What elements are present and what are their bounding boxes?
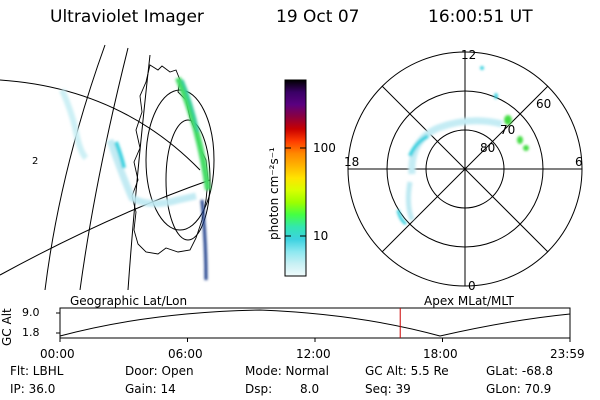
timeline-xtick-0600: 06:00 (168, 347, 203, 361)
info-glon: GLon: 70.9 (486, 382, 552, 396)
timeline-right-title: Apex MLat/MLT (424, 294, 514, 308)
date-label: 19 Oct 07 (276, 7, 360, 27)
instrument-title: Ultraviolet Imager (50, 7, 204, 27)
altitude-timeline (56, 307, 571, 342)
info-door: Door: Open (125, 364, 194, 378)
globe-grid (0, 44, 215, 290)
timeline-ytick-low: 1.8 (22, 326, 40, 339)
info-mode: Mode: Normal (245, 364, 329, 378)
timeline-xtick-1200: 12:00 (296, 347, 331, 361)
timeline-ytick-high: 9.0 (22, 306, 40, 319)
altitude-curve (59, 309, 571, 337)
mlat-label-60: 60 (536, 97, 551, 111)
colorbar-unit-label: photon cm⁻²s⁻¹ (267, 147, 281, 240)
time-label: 16:00:51 UT (428, 7, 533, 27)
info-dsp-value: 8.0 (300, 382, 320, 396)
info-ip: IP: 36.0 (10, 382, 56, 396)
globe-lat-label: 2 (32, 156, 38, 167)
colorbar (284, 79, 307, 277)
polar-mlat-mlt-plot: 12 18 6 0 60 70 80 (344, 48, 583, 293)
timeline-xtick-2359: 23:59 (550, 347, 585, 361)
aurora-emission (59, 76, 211, 281)
info-gc-alt: GC Alt: 5.5 Re (365, 364, 449, 378)
colorbar-tick-10: 10 (313, 229, 329, 243)
polar-aurora-oval (396, 66, 529, 226)
info-gain: Gain: 14 (125, 382, 176, 396)
geographic-globe-image: 2 (0, 44, 215, 290)
timeline-xtick-1800: 18:00 (423, 347, 458, 361)
polar-grid (347, 51, 583, 287)
mlat-label-80: 80 (480, 141, 495, 155)
mlat-label-70: 70 (500, 123, 515, 137)
info-flt: Flt: LBHL (10, 364, 64, 378)
timeline-frame (59, 307, 571, 339)
mlt-label-6: 6 (575, 155, 583, 169)
timeline-left-title: Geographic Lat/Lon (70, 294, 188, 308)
timeline-xtick-0000: 00:00 (40, 347, 75, 361)
info-dsp-label: Dsp: (245, 382, 273, 396)
mlt-label-12: 12 (461, 48, 476, 62)
colorbar-tick-100: 100 (313, 141, 336, 155)
mlt-label-0: 0 (468, 279, 476, 293)
info-glat: GLat: -68.8 (486, 364, 553, 378)
info-seq: Seq: 39 (365, 382, 411, 396)
mlt-label-18: 18 (344, 155, 359, 169)
